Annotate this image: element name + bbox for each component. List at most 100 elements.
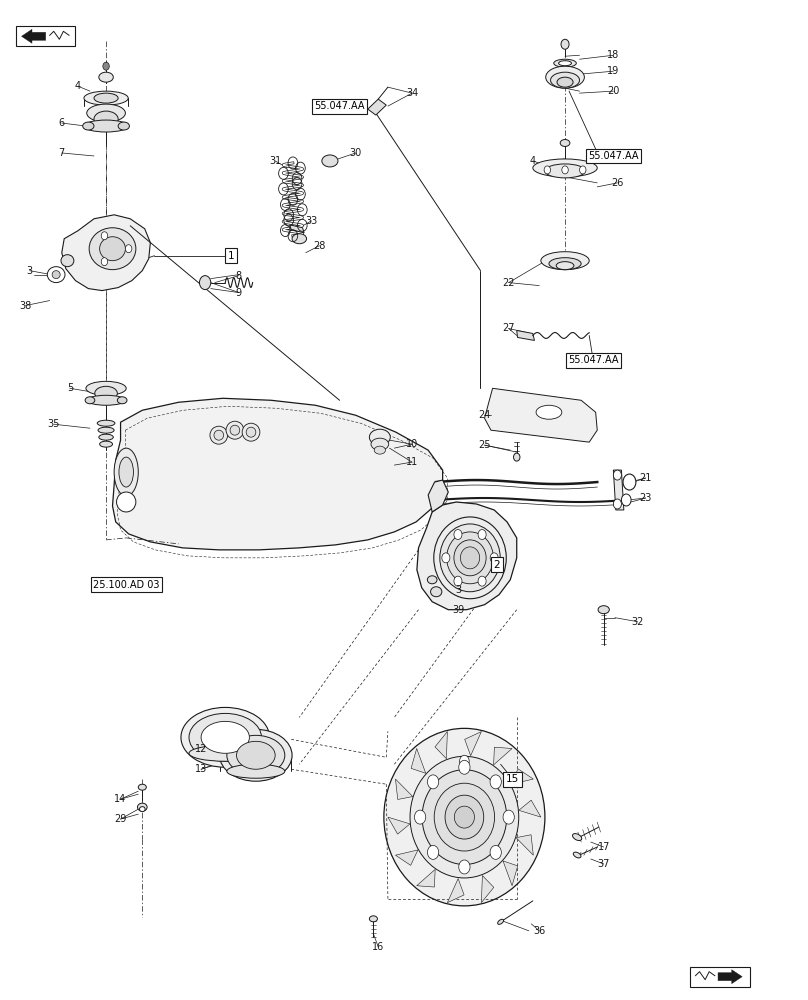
Circle shape <box>427 775 439 789</box>
Circle shape <box>621 494 631 506</box>
Ellipse shape <box>138 784 146 790</box>
Text: 12: 12 <box>195 744 208 754</box>
Ellipse shape <box>119 457 133 487</box>
Ellipse shape <box>556 262 574 270</box>
Ellipse shape <box>61 255 74 267</box>
Ellipse shape <box>189 713 262 761</box>
Circle shape <box>460 755 469 767</box>
Text: 1: 1 <box>228 251 234 261</box>
Text: 24: 24 <box>478 410 490 420</box>
Text: 4: 4 <box>530 156 536 166</box>
Circle shape <box>101 258 107 266</box>
Ellipse shape <box>445 795 484 839</box>
Ellipse shape <box>541 252 589 270</box>
Text: 26: 26 <box>611 178 624 188</box>
Ellipse shape <box>242 423 260 441</box>
Ellipse shape <box>558 61 571 66</box>
Ellipse shape <box>99 72 113 82</box>
Polygon shape <box>22 29 46 43</box>
Polygon shape <box>613 470 624 510</box>
Text: 27: 27 <box>503 323 515 333</box>
Ellipse shape <box>99 441 112 447</box>
Ellipse shape <box>454 806 474 828</box>
Circle shape <box>200 276 211 290</box>
Circle shape <box>478 530 486 540</box>
Polygon shape <box>395 779 413 799</box>
Ellipse shape <box>118 122 129 130</box>
Text: 11: 11 <box>406 457 419 467</box>
Ellipse shape <box>210 426 228 444</box>
Text: 29: 29 <box>115 814 127 824</box>
Text: 55.047.AA: 55.047.AA <box>314 101 365 111</box>
Text: 6: 6 <box>59 118 65 128</box>
Circle shape <box>613 470 621 480</box>
Text: 3: 3 <box>456 585 462 595</box>
Text: 14: 14 <box>115 794 127 804</box>
Text: 10: 10 <box>406 439 419 449</box>
Text: 25.100.AD 03: 25.100.AD 03 <box>93 580 159 590</box>
Ellipse shape <box>598 606 609 614</box>
Polygon shape <box>428 480 448 512</box>
Polygon shape <box>16 26 75 46</box>
Circle shape <box>490 845 501 859</box>
Circle shape <box>442 553 450 563</box>
Ellipse shape <box>227 735 285 775</box>
Text: 22: 22 <box>503 278 515 288</box>
Ellipse shape <box>447 532 494 584</box>
Ellipse shape <box>553 59 576 67</box>
Ellipse shape <box>461 547 480 569</box>
Text: 9: 9 <box>236 288 242 298</box>
Text: 31: 31 <box>269 156 281 166</box>
Polygon shape <box>112 398 443 550</box>
Circle shape <box>459 860 470 874</box>
Ellipse shape <box>410 756 519 878</box>
Ellipse shape <box>434 783 494 851</box>
Ellipse shape <box>95 386 117 400</box>
Circle shape <box>459 760 470 774</box>
Ellipse shape <box>97 420 115 426</box>
Ellipse shape <box>86 104 125 122</box>
Ellipse shape <box>549 258 581 270</box>
Ellipse shape <box>99 237 125 261</box>
Ellipse shape <box>99 434 113 440</box>
Circle shape <box>490 775 501 789</box>
Text: 18: 18 <box>608 50 620 60</box>
Circle shape <box>101 232 107 240</box>
Text: 34: 34 <box>406 88 419 98</box>
Polygon shape <box>482 876 494 903</box>
Ellipse shape <box>545 66 584 88</box>
Ellipse shape <box>137 803 147 811</box>
Ellipse shape <box>220 729 292 781</box>
Ellipse shape <box>84 120 128 132</box>
Ellipse shape <box>114 448 138 496</box>
Ellipse shape <box>226 421 244 439</box>
Text: 21: 21 <box>639 473 652 483</box>
Text: 39: 39 <box>452 605 465 615</box>
Text: 30: 30 <box>350 148 362 158</box>
Text: 37: 37 <box>597 859 610 869</box>
Polygon shape <box>388 817 410 834</box>
Circle shape <box>544 166 550 174</box>
Ellipse shape <box>498 919 503 924</box>
Ellipse shape <box>440 524 500 592</box>
Ellipse shape <box>532 159 597 177</box>
Circle shape <box>623 474 636 490</box>
Text: 3: 3 <box>27 266 32 276</box>
Text: 25: 25 <box>478 440 490 450</box>
Circle shape <box>478 576 486 586</box>
Ellipse shape <box>86 395 125 405</box>
Polygon shape <box>448 879 464 903</box>
Ellipse shape <box>545 164 585 178</box>
Ellipse shape <box>371 438 389 450</box>
Ellipse shape <box>454 540 486 576</box>
Ellipse shape <box>116 492 136 512</box>
Polygon shape <box>485 388 597 442</box>
Ellipse shape <box>140 807 145 812</box>
Ellipse shape <box>434 517 507 599</box>
Circle shape <box>562 166 568 174</box>
Polygon shape <box>690 967 751 987</box>
Ellipse shape <box>292 234 306 244</box>
Text: 23: 23 <box>639 493 652 503</box>
Ellipse shape <box>369 916 377 922</box>
Polygon shape <box>503 861 518 886</box>
